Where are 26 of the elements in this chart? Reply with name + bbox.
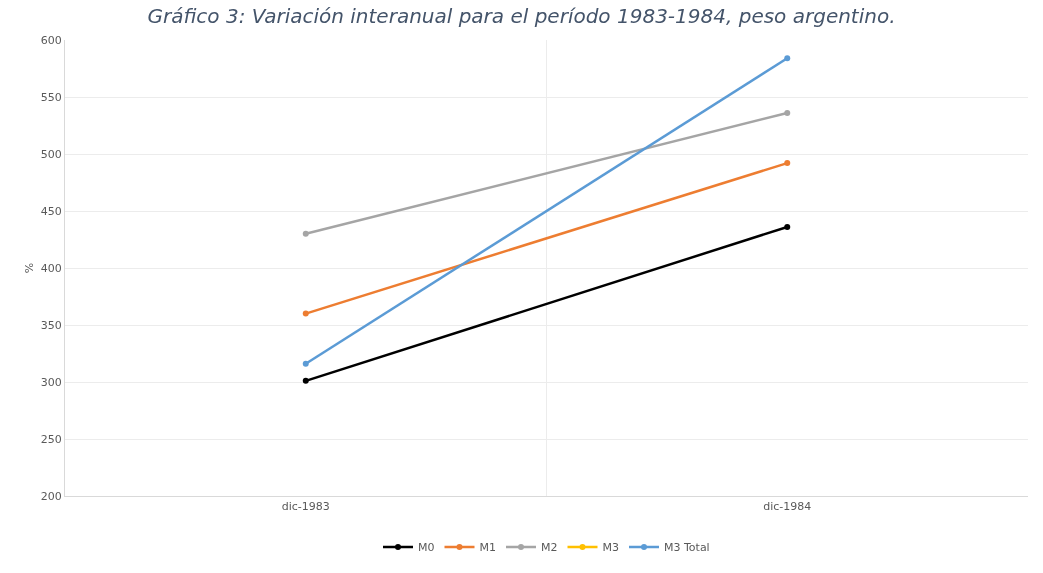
y-axis-title: % <box>23 262 36 274</box>
legend-label: M3 Total <box>664 541 710 555</box>
legend-label: M3 <box>602 541 619 555</box>
point <box>784 109 791 116</box>
point <box>302 377 309 384</box>
y-tick-label: 250 <box>40 432 62 446</box>
legend-label: M2 <box>541 541 558 555</box>
point <box>784 55 791 62</box>
y-tick-label: 600 <box>40 33 62 47</box>
point <box>302 230 309 237</box>
x-tick-label: dic-1984 <box>763 500 812 514</box>
chart-title: Gráfico 3: Variación interanual para el período 1983-1984, peso argentino. <box>147 3 896 28</box>
y-tick-label: 300 <box>40 375 62 389</box>
y-tick-label: 350 <box>40 318 62 332</box>
y-tick-label: 500 <box>40 147 62 161</box>
legend-label: M1 <box>479 541 496 555</box>
y-tick-label: 200 <box>40 489 62 503</box>
point <box>784 223 791 230</box>
point <box>302 310 309 317</box>
legend-label: M0 <box>418 541 435 555</box>
x-tick-label: dic-1983 <box>281 500 330 514</box>
y-tick-label: 550 <box>40 90 62 104</box>
y-tick-label: 400 <box>40 261 62 275</box>
point <box>302 360 309 367</box>
y-tick-label: 450 <box>40 204 62 218</box>
point <box>784 160 791 167</box>
